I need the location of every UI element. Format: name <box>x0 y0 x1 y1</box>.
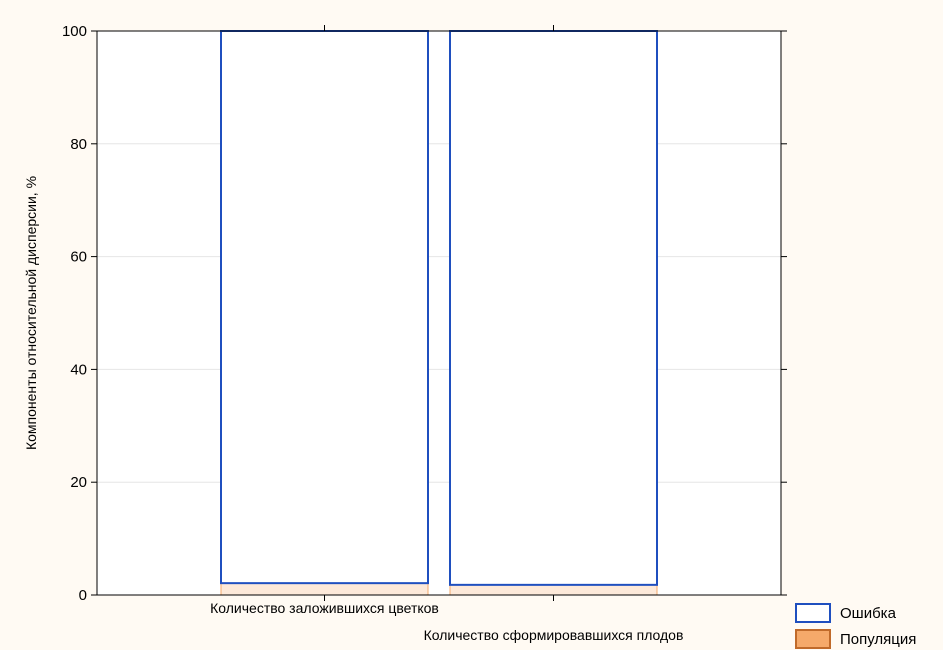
grid-lines <box>97 143 781 483</box>
plot-area <box>97 31 781 595</box>
y-tick-label: 40 <box>70 361 87 378</box>
legend: Ошибка Популяция <box>795 603 916 649</box>
y-axis-label: Компоненты относительной дисперсии, % <box>23 176 39 450</box>
y-tick-label: 100 <box>62 23 87 40</box>
legend-swatch-error <box>795 603 831 623</box>
legend-swatch-population <box>795 629 831 649</box>
bar-error <box>220 30 429 585</box>
bar-error <box>449 30 658 586</box>
legend-label: Популяция <box>840 631 916 648</box>
y-tick-label: 80 <box>70 136 87 153</box>
y-tick-label: 0 <box>79 587 87 604</box>
bar-population <box>220 582 429 596</box>
x-axis-ticks: Количество заложившихся цветков Количеств… <box>210 25 683 643</box>
plot-frame <box>96 30 782 596</box>
bars <box>220 30 658 596</box>
x-category-label: Количество заложившихся цветков <box>210 600 439 616</box>
y-tick-label: 60 <box>70 249 87 266</box>
x-category-label: Количество сформировавшихся плодов <box>424 627 684 643</box>
bar-population <box>449 584 658 596</box>
y-tick-label: 20 <box>70 474 87 491</box>
y-axis-ticks: 0 20 40 60 80 100 <box>62 23 787 604</box>
legend-label: Ошибка <box>840 605 897 622</box>
